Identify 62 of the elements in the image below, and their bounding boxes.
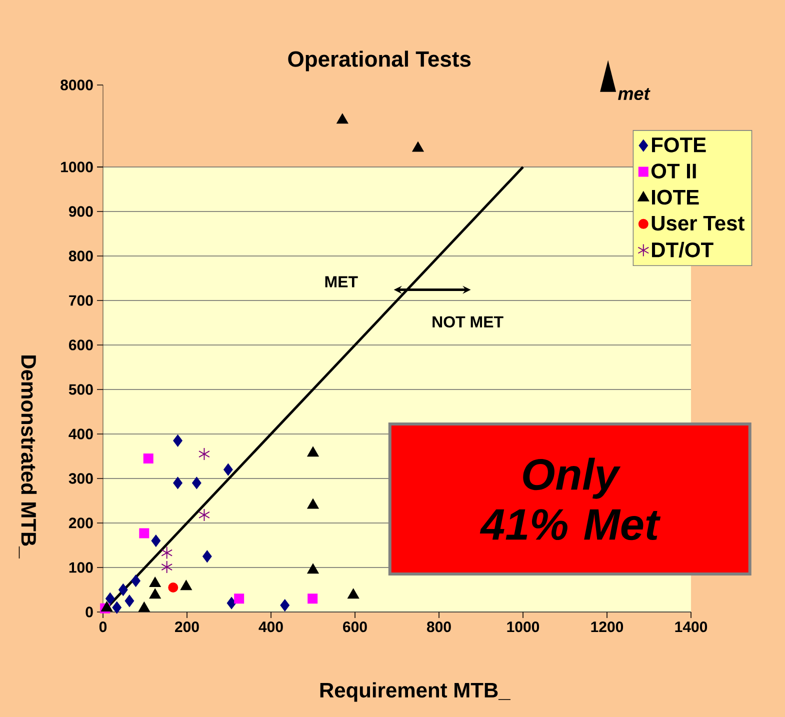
point [131, 574, 140, 587]
point [308, 594, 318, 604]
point [149, 577, 161, 588]
y-tick-label: 200 [68, 518, 93, 528]
point [151, 534, 161, 547]
y-tick-label: 8000 [60, 80, 93, 90]
y-tick-label: 900 [68, 206, 93, 217]
y-tick-label: 700 [69, 295, 93, 306]
point [226, 597, 236, 610]
point [139, 528, 150, 538]
y-tick-label: 100 [69, 562, 93, 573]
point [280, 599, 290, 612]
legend-label: FOTE [652, 137, 706, 152]
annotation: NOT MET [432, 316, 504, 328]
y-tick-label: 800 [68, 250, 93, 262]
x-tick-label: 200 [175, 622, 199, 632]
point [124, 594, 134, 607]
x-tick-label: 600 [343, 622, 367, 632]
point [112, 602, 122, 614]
x-tick-label: 1000 [507, 622, 540, 632]
x-tick-label: 1200 [591, 622, 624, 632]
y-tick-label: 300 [68, 473, 93, 484]
point [202, 550, 212, 562]
point [173, 476, 182, 489]
legend-label: IOTE [652, 190, 699, 205]
y-axis-title: Demonstrated MTB_ [18, 356, 37, 558]
legend-label: User Test [652, 216, 744, 231]
point [198, 508, 210, 522]
point [161, 546, 173, 560]
x-tick-label: 1400 [675, 622, 708, 632]
point [180, 580, 192, 590]
legend-label: DT/OT [652, 242, 714, 258]
x-tick-label: 800 [426, 622, 451, 632]
point [118, 584, 128, 596]
point [192, 476, 202, 489]
y-tick-label: 600 [68, 340, 93, 350]
x-axis-title: Requirement MTB_ [320, 682, 510, 702]
chart-title: Operational Tests [288, 50, 471, 72]
point [143, 453, 154, 464]
point [224, 464, 233, 476]
annotation: met [618, 88, 650, 100]
point [173, 434, 182, 447]
annotation: MET [325, 276, 358, 288]
legend-label: OT II [651, 164, 696, 178]
annotation: Only 41% Met [480, 458, 661, 540]
point [234, 594, 244, 604]
point [168, 582, 178, 593]
point [348, 588, 360, 599]
point [198, 448, 210, 461]
point [138, 602, 150, 612]
x-tick-label: 400 [258, 622, 283, 632]
point [307, 446, 319, 457]
x-tick-label: 0 [99, 622, 107, 632]
y-tick-label: 0 [86, 606, 93, 618]
y-tick-label: 500 [68, 384, 93, 395]
point [307, 498, 319, 509]
point [106, 592, 115, 605]
y-tick-label: 400 [68, 428, 93, 440]
point [307, 564, 319, 574]
point [161, 560, 173, 574]
point [149, 588, 161, 599]
y-tick-label: 1000 [61, 162, 93, 172]
